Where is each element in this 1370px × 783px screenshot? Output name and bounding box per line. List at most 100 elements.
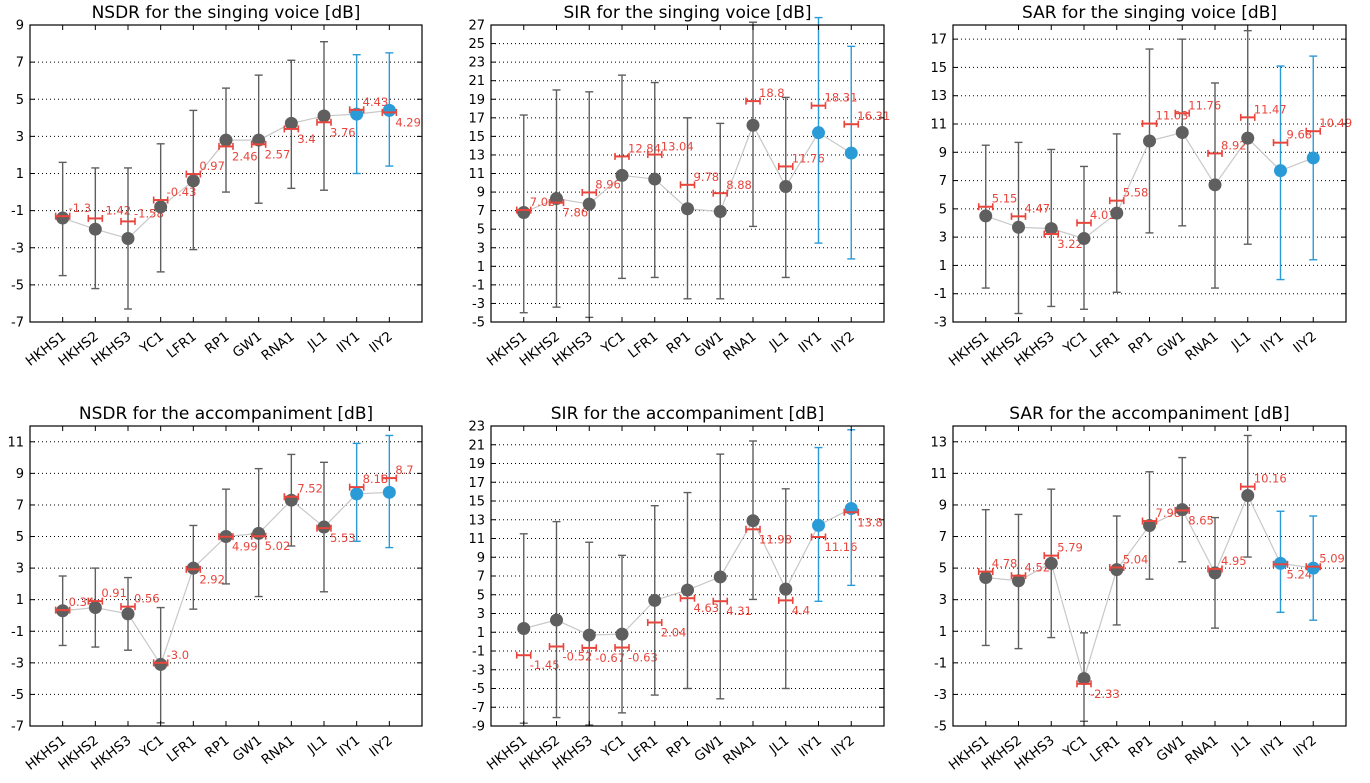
y-tick-label: 7 [477, 204, 485, 219]
median-data-label: 0.56 [134, 592, 160, 606]
x-tick-label: JL1 [1228, 733, 1254, 759]
x-tick-label: RNA1 [259, 329, 298, 365]
y-tick-label: -5 [472, 316, 485, 331]
plot-frame [29, 24, 423, 323]
median-data-label: 0.97 [199, 159, 225, 173]
mean-marker [186, 561, 200, 575]
median-data-label: 4.29 [395, 115, 421, 129]
median-data-label: 3.22 [1057, 237, 1083, 251]
mean-marker [1241, 488, 1255, 502]
y-tick-label: 13 [930, 435, 947, 450]
x-tick-label: RNA1 [720, 329, 759, 365]
x-tick-label: LFR1 [625, 329, 661, 362]
y-tick-label: 11 [468, 167, 485, 182]
median-data-label: 11.98 [759, 532, 792, 546]
y-tick-label: 11 [930, 118, 947, 133]
mean-marker [1044, 556, 1058, 570]
x-tick-label: RP1 [664, 733, 694, 762]
x-tick-label: IIY2 [1290, 329, 1319, 357]
median-data-label: 8.88 [726, 178, 752, 192]
x-tick-label: JL1 [766, 733, 792, 759]
x-tick-label: IIY2 [828, 733, 857, 761]
median-data-label: 12.84 [628, 141, 661, 155]
mean-marker [812, 126, 825, 140]
y-tick-label: 27 [468, 19, 485, 34]
mean-marker [88, 222, 102, 236]
x-tick-label: RNA1 [259, 733, 298, 769]
y-tick-label: 3 [16, 562, 24, 577]
chart-panel-1: NSDR for the singing voice [dB] -7 -5 -3 -1 1… [11, 3, 423, 370]
x-tick-label: YC1 [1060, 329, 1091, 358]
median-data-label: -3.0 [167, 648, 189, 662]
y-tick-label: 1 [939, 259, 947, 274]
y-tick-label: -5 [11, 278, 24, 293]
median-data-label: 5.04 [1123, 552, 1149, 566]
median-data-label: 9.68 [1287, 128, 1313, 142]
x-tick-label: JL1 [766, 329, 792, 355]
mean-marker [517, 205, 531, 219]
x-tick-label: YC1 [136, 329, 167, 358]
median-data-label: 5.53 [330, 531, 356, 545]
median-data-label: 4.99 [232, 540, 258, 554]
mean-marker [713, 570, 727, 584]
mean-marker [88, 601, 102, 615]
median-data-label: 13.04 [661, 140, 694, 154]
mean-marker [252, 133, 266, 147]
y-tick-label: 5 [477, 588, 485, 603]
median-data-label: 9.78 [694, 170, 720, 184]
mean-marker [154, 657, 168, 671]
y-tick-label: -1 [11, 625, 24, 640]
y-tick-label: 13 [468, 148, 485, 163]
y-tick-label: -3 [11, 241, 24, 256]
mean-marker [746, 514, 760, 528]
x-tick-label: YC1 [1060, 733, 1091, 762]
plot-frame [29, 425, 423, 727]
median-data-label: 7.86 [563, 206, 589, 220]
x-tick-label: RP1 [202, 733, 232, 762]
chart-title: SIR for the accompaniment [dB] [551, 404, 824, 424]
x-tick-label: GW1 [691, 329, 726, 362]
median-data-label: -0.52 [563, 650, 593, 664]
median-data-label: 5.02 [265, 539, 291, 553]
y-tick-label: 5 [16, 530, 24, 545]
mean-marker [1306, 561, 1320, 575]
y-tick-label: 5 [939, 202, 947, 217]
mean-marker [1012, 220, 1025, 234]
y-tick-label: 23 [468, 420, 485, 435]
y-tick-label: -3 [934, 688, 947, 703]
median-data-label: 5.24 [1287, 567, 1313, 581]
y-tick-label: 11 [468, 532, 485, 547]
mean-marker [779, 582, 793, 596]
y-tick-label: 11 [930, 467, 947, 482]
mean-marker [648, 172, 662, 186]
median-data-label: 8.96 [595, 177, 621, 191]
x-tick-label: IIY1 [1258, 733, 1287, 761]
y-tick-label: -9 [472, 720, 485, 735]
mean-marker [121, 231, 135, 245]
y-tick-label: 17 [468, 111, 485, 126]
y-tick-label: 7 [16, 56, 24, 71]
y-tick-label: 17 [930, 33, 947, 48]
x-tick-label: GW1 [691, 733, 726, 766]
mean-marker [979, 571, 993, 585]
median-data-label: 11.76 [792, 151, 825, 165]
x-tick-label: IIY1 [334, 329, 363, 357]
median-data-label: -1.45 [530, 658, 560, 672]
chart-title: NSDR for the accompaniment [dB] [79, 404, 373, 424]
y-tick-label: 1 [477, 260, 485, 275]
x-tick-label: IIY2 [1290, 733, 1319, 761]
mean-marker [812, 518, 825, 532]
x-tick-label: IIY1 [796, 733, 825, 761]
median-data-label: 11.47 [1254, 102, 1287, 116]
mean-marker [615, 627, 629, 641]
chart-panel-3: SAR for the singing voice [dB]-3-1135791… [930, 3, 1352, 370]
median-data-label: 11.76 [1188, 98, 1221, 112]
median-data-label: 18.31 [825, 91, 858, 105]
y-tick-label: -3 [934, 316, 947, 331]
y-tick-label: 21 [468, 74, 485, 89]
y-tick-label: 1 [477, 626, 485, 641]
mean-marker [350, 487, 364, 501]
y-tick-label: 7 [939, 174, 947, 189]
mean-marker [1306, 151, 1320, 165]
